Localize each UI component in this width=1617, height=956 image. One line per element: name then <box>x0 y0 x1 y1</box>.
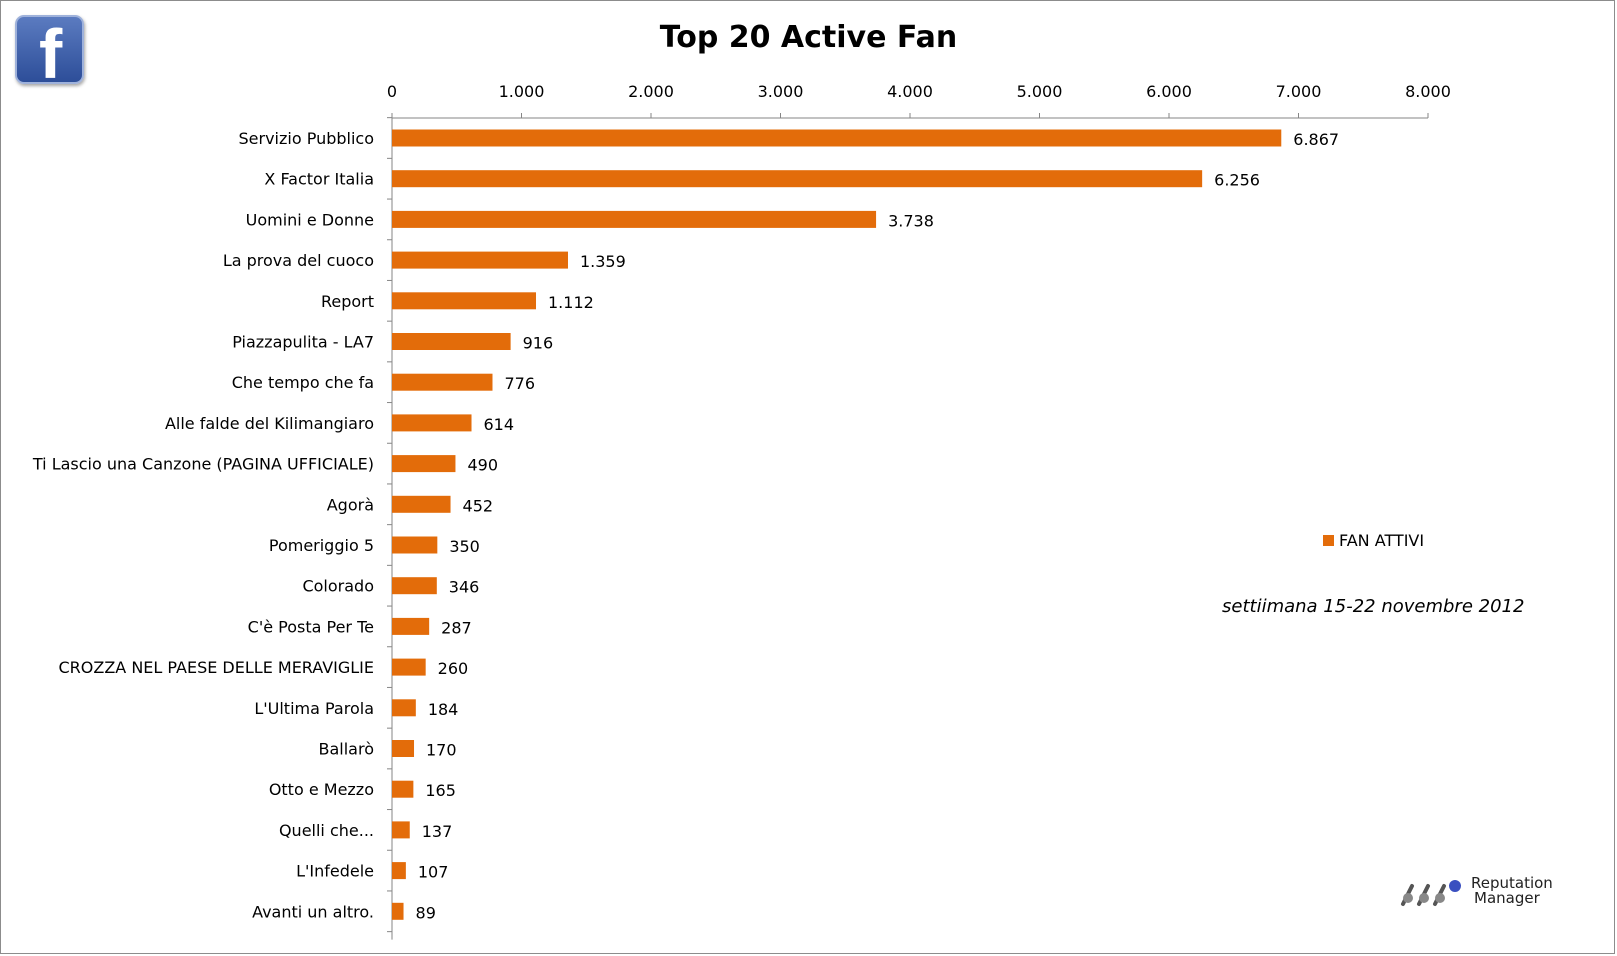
bar <box>392 333 511 350</box>
data-label: 776 <box>504 374 535 393</box>
data-label: 1.112 <box>548 293 594 312</box>
data-label: 287 <box>441 618 472 637</box>
data-label: 452 <box>463 496 494 515</box>
category-label: Che tempo che fa <box>232 373 374 392</box>
bar <box>392 292 537 310</box>
data-label: 165 <box>425 781 456 800</box>
category-label: L'Ultima Parola <box>254 699 374 718</box>
category-label: L'Infedele <box>296 862 374 881</box>
reputation-manager-logo-icon <box>1401 880 1461 906</box>
company-name-line1: Reputation <box>1471 874 1553 892</box>
company-name: Reputation Manager <box>1471 876 1553 906</box>
data-label: 350 <box>449 537 480 556</box>
x-tick-label: 0 <box>387 82 397 101</box>
category-label: Agorà <box>327 495 374 514</box>
legend: FAN ATTIVI <box>1323 531 1424 550</box>
data-label: 1.359 <box>580 252 626 271</box>
bar <box>392 495 451 513</box>
data-label: 490 <box>467 456 498 475</box>
bar <box>392 455 456 473</box>
data-label: 107 <box>418 863 449 882</box>
facebook-icon: f <box>15 15 84 84</box>
category-label: CROZZA NEL PAESE DELLE MERAVIGLIE <box>58 658 374 677</box>
data-label: 137 <box>422 822 453 841</box>
data-label: 170 <box>426 741 457 760</box>
bar <box>392 821 410 839</box>
category-label: Pomeriggio 5 <box>269 536 374 555</box>
x-tick-label: 7.000 <box>1276 82 1322 101</box>
company-name-line2: Manager <box>1474 889 1540 907</box>
data-label: 3.738 <box>888 211 934 230</box>
data-label: 260 <box>438 659 469 678</box>
x-tick-label: 5.000 <box>1017 82 1063 101</box>
bar <box>392 129 1282 147</box>
bar <box>392 414 472 432</box>
category-label: Quelli che... <box>279 821 374 840</box>
category-label: Alle falde del Kilimangiaro <box>165 414 374 433</box>
chart-title: Top 20 Active Fan <box>659 20 958 55</box>
legend-swatch <box>1323 535 1334 546</box>
data-label: 184 <box>428 700 459 719</box>
category-label: La prova del cuoco <box>223 251 374 270</box>
data-label: 916 <box>523 334 554 353</box>
data-label: 346 <box>449 578 480 597</box>
category-label: Uomini e Donne <box>246 210 374 229</box>
category-label: X Factor Italia <box>264 170 374 189</box>
category-label: Ballarò <box>319 740 375 759</box>
category-label: Servizio Pubblico <box>238 129 374 148</box>
x-tick-label: 4.000 <box>887 82 933 101</box>
legend-label: FAN ATTIVI <box>1339 531 1425 550</box>
bar <box>392 902 404 920</box>
data-label: 6.256 <box>1214 171 1260 190</box>
category-label: Avanti un altro. <box>252 902 374 921</box>
bar <box>392 699 416 717</box>
x-tick-label: 6.000 <box>1146 82 1192 101</box>
data-label: 614 <box>484 415 515 434</box>
bar <box>392 536 438 554</box>
category-label: Piazzapulita - LA7 <box>232 333 374 352</box>
x-tick-label: 2.000 <box>628 82 674 101</box>
category-label: Report <box>321 292 374 311</box>
bar <box>392 617 430 635</box>
bar <box>392 658 426 676</box>
data-label: 6.867 <box>1293 130 1339 149</box>
category-label: C'è Posta Per Te <box>248 617 374 636</box>
bar <box>392 577 437 595</box>
x-tick-label: 1.000 <box>499 82 545 101</box>
data-label: 89 <box>416 903 436 922</box>
category-label: Colorado <box>302 577 374 596</box>
bar <box>392 780 414 798</box>
bar <box>392 740 415 757</box>
x-tick-label: 8.000 <box>1405 82 1451 101</box>
category-label: Otto e Mezzo <box>269 780 374 799</box>
bar <box>392 251 568 269</box>
bar <box>392 210 877 228</box>
bar <box>392 862 406 880</box>
bar <box>392 170 1203 188</box>
week-annotation: settiimana 15-22 novembre 2012 <box>1222 596 1525 617</box>
category-label: Ti Lascio una Canzone (PAGINA UFFICIALE) <box>32 455 374 474</box>
x-tick-label: 3.000 <box>758 82 804 101</box>
bar <box>392 373 493 391</box>
